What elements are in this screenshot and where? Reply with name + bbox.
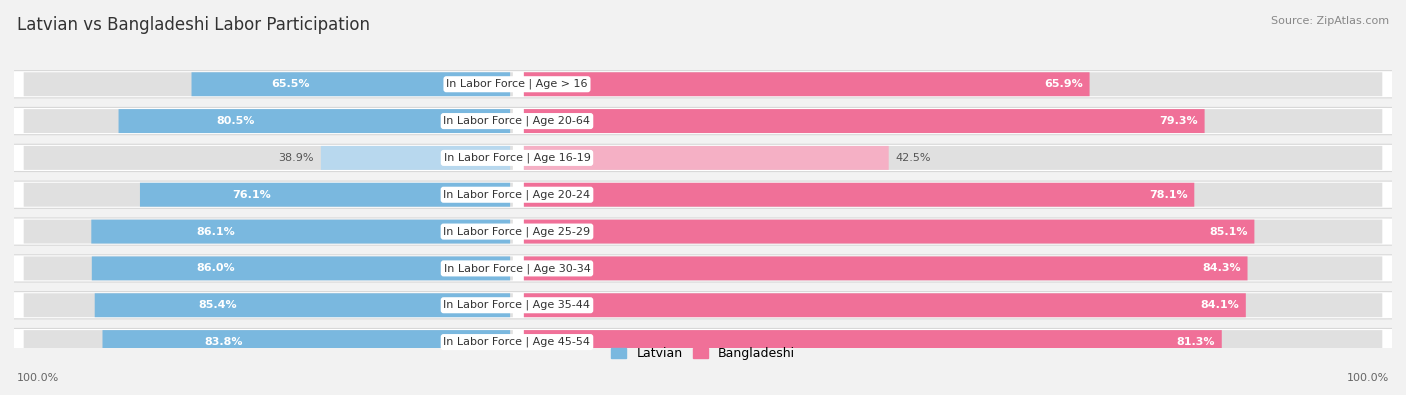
FancyBboxPatch shape	[524, 256, 1247, 280]
FancyBboxPatch shape	[24, 183, 513, 207]
FancyBboxPatch shape	[91, 220, 510, 244]
Text: In Labor Force | Age 30-34: In Labor Force | Age 30-34	[443, 263, 591, 274]
Text: 79.3%: 79.3%	[1159, 116, 1198, 126]
Text: 85.4%: 85.4%	[198, 300, 238, 310]
FancyBboxPatch shape	[524, 183, 1382, 207]
FancyBboxPatch shape	[91, 256, 510, 280]
FancyBboxPatch shape	[524, 220, 1254, 244]
FancyBboxPatch shape	[24, 220, 513, 244]
FancyBboxPatch shape	[94, 293, 510, 317]
Text: 83.8%: 83.8%	[204, 337, 243, 347]
Legend: Latvian, Bangladeshi: Latvian, Bangladeshi	[606, 342, 800, 365]
Text: Source: ZipAtlas.com: Source: ZipAtlas.com	[1271, 16, 1389, 26]
Text: 76.1%: 76.1%	[232, 190, 271, 200]
FancyBboxPatch shape	[24, 146, 513, 170]
FancyBboxPatch shape	[118, 109, 510, 133]
FancyBboxPatch shape	[524, 330, 1382, 354]
Text: 100.0%: 100.0%	[1347, 373, 1389, 383]
FancyBboxPatch shape	[524, 109, 1382, 133]
FancyBboxPatch shape	[524, 293, 1246, 317]
FancyBboxPatch shape	[524, 256, 1382, 280]
Text: 86.1%: 86.1%	[195, 227, 235, 237]
FancyBboxPatch shape	[524, 220, 1382, 244]
FancyBboxPatch shape	[0, 181, 1406, 209]
FancyBboxPatch shape	[0, 292, 1406, 319]
Text: 86.0%: 86.0%	[197, 263, 235, 273]
Text: In Labor Force | Age 16-19: In Labor Force | Age 16-19	[443, 152, 591, 163]
Text: 81.3%: 81.3%	[1177, 337, 1215, 347]
Text: In Labor Force | Age > 16: In Labor Force | Age > 16	[446, 79, 588, 90]
FancyBboxPatch shape	[0, 107, 1406, 135]
FancyBboxPatch shape	[0, 255, 1406, 282]
Text: 65.5%: 65.5%	[271, 79, 309, 89]
Text: Latvian vs Bangladeshi Labor Participation: Latvian vs Bangladeshi Labor Participati…	[17, 16, 370, 34]
FancyBboxPatch shape	[524, 293, 1382, 317]
FancyBboxPatch shape	[524, 146, 1382, 170]
FancyBboxPatch shape	[524, 330, 1222, 354]
FancyBboxPatch shape	[24, 293, 513, 317]
FancyBboxPatch shape	[0, 329, 1406, 356]
FancyBboxPatch shape	[103, 330, 510, 354]
Text: 42.5%: 42.5%	[896, 153, 931, 163]
FancyBboxPatch shape	[524, 72, 1090, 96]
FancyBboxPatch shape	[524, 109, 1205, 133]
Text: In Labor Force | Age 45-54: In Labor Force | Age 45-54	[443, 337, 591, 347]
Text: 38.9%: 38.9%	[278, 153, 314, 163]
FancyBboxPatch shape	[0, 218, 1406, 245]
FancyBboxPatch shape	[524, 72, 1382, 96]
Text: 78.1%: 78.1%	[1149, 190, 1188, 200]
Text: 80.5%: 80.5%	[217, 116, 254, 126]
FancyBboxPatch shape	[24, 109, 513, 133]
Text: In Labor Force | Age 25-29: In Labor Force | Age 25-29	[443, 226, 591, 237]
FancyBboxPatch shape	[321, 146, 510, 170]
Text: 84.1%: 84.1%	[1201, 300, 1239, 310]
FancyBboxPatch shape	[141, 183, 510, 207]
Text: In Labor Force | Age 20-64: In Labor Force | Age 20-64	[443, 116, 591, 126]
FancyBboxPatch shape	[191, 72, 510, 96]
FancyBboxPatch shape	[24, 330, 513, 354]
FancyBboxPatch shape	[524, 183, 1194, 207]
FancyBboxPatch shape	[24, 256, 513, 280]
FancyBboxPatch shape	[24, 72, 513, 96]
FancyBboxPatch shape	[524, 146, 889, 170]
Text: In Labor Force | Age 35-44: In Labor Force | Age 35-44	[443, 300, 591, 310]
Text: 84.3%: 84.3%	[1202, 263, 1240, 273]
FancyBboxPatch shape	[0, 71, 1406, 98]
FancyBboxPatch shape	[0, 144, 1406, 171]
Text: 85.1%: 85.1%	[1209, 227, 1247, 237]
Text: 65.9%: 65.9%	[1043, 79, 1083, 89]
Text: In Labor Force | Age 20-24: In Labor Force | Age 20-24	[443, 190, 591, 200]
Text: 100.0%: 100.0%	[17, 373, 59, 383]
